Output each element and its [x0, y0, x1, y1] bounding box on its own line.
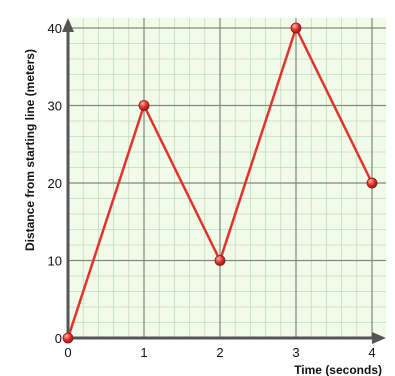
- data-point-marker: [366, 177, 378, 189]
- x-axis-title: Time (seconds): [294, 363, 382, 376]
- x-tick-label: 3: [292, 345, 299, 360]
- y-tick-label: 20: [48, 176, 62, 191]
- data-point-marker: [138, 100, 150, 111]
- x-tick-label: 4: [368, 345, 375, 360]
- data-point-marker: [62, 332, 74, 344]
- data-point-marker: [214, 255, 226, 266]
- y-tick-label: 10: [48, 254, 62, 269]
- x-tick-label: 0: [64, 345, 71, 360]
- y-tick-labels: 0 10 20 30 40: [48, 21, 62, 346]
- x-axis-arrowhead: [372, 332, 386, 344]
- x-tick-labels: 0 1 2 3 4: [64, 345, 375, 360]
- plot-background: [68, 18, 386, 338]
- data-point-marker: [290, 22, 302, 34]
- x-tick-label: 1: [140, 345, 147, 360]
- series-markers: [62, 22, 378, 344]
- y-tick-label: 0: [55, 331, 62, 346]
- y-axis-title: Distance from starting line (meters): [23, 49, 37, 251]
- y-tick-label: 30: [48, 99, 62, 114]
- x-tick-label: 2: [216, 345, 223, 360]
- y-axis-arrowhead: [62, 18, 74, 32]
- y-tick-label: 40: [48, 21, 62, 36]
